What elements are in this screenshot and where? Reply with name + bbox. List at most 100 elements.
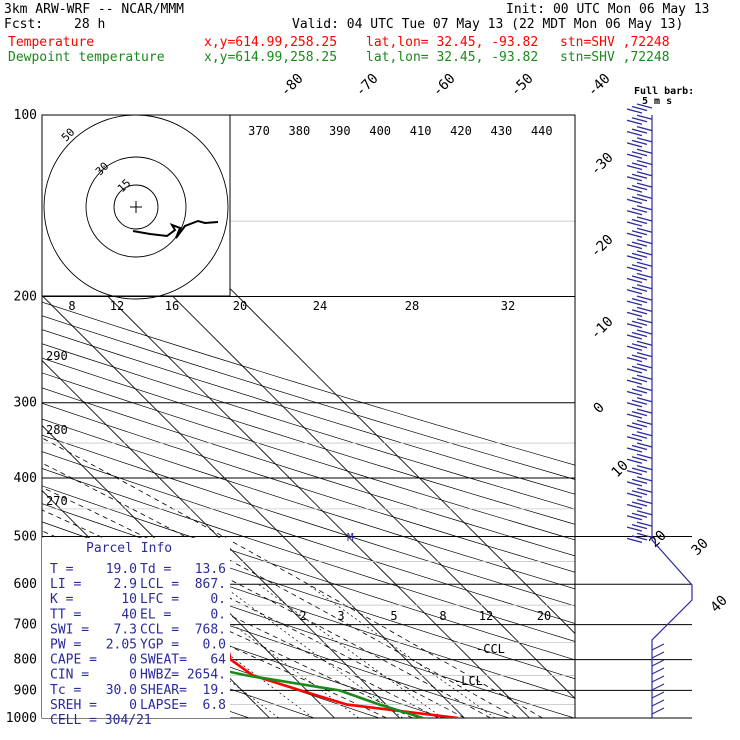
parcel-value: 0.0 bbox=[203, 638, 226, 653]
ccl-marker: -CCL bbox=[476, 642, 505, 656]
wind-barb bbox=[626, 345, 643, 351]
wind-barb bbox=[631, 196, 648, 202]
dewpoint-latlon: lat,lon= 32.45, -93.82 bbox=[366, 50, 539, 65]
barb-legend-label: Full barb: bbox=[634, 86, 694, 97]
wind-barb bbox=[626, 176, 643, 182]
wind-barb bbox=[636, 532, 653, 539]
wind-barb bbox=[626, 108, 643, 114]
wind-barb bbox=[636, 329, 653, 335]
wind-barb bbox=[631, 444, 648, 451]
isotherm-line bbox=[42, 229, 530, 718]
parcel-value: 19. bbox=[203, 683, 226, 698]
wind-barb bbox=[636, 510, 653, 516]
wind-barb bbox=[636, 487, 653, 493]
pressure-tick-label: 600 bbox=[14, 577, 37, 592]
pressure-tick-label: 700 bbox=[14, 618, 37, 633]
parcel-info-box bbox=[42, 538, 230, 718]
wind-barb bbox=[626, 266, 643, 272]
isotherm-label: -70 bbox=[353, 71, 382, 100]
pressure-tick-label: 200 bbox=[14, 290, 37, 305]
wind-barb bbox=[636, 272, 653, 279]
parcel-key: HWBZ= bbox=[140, 668, 179, 683]
theta-label: 380 bbox=[289, 124, 311, 138]
isotherm-line bbox=[42, 359, 400, 718]
wind-barb bbox=[636, 171, 653, 177]
parcel-key: K = bbox=[50, 592, 74, 607]
wind-barb bbox=[626, 277, 643, 284]
wind-barb bbox=[631, 105, 648, 112]
wind-barb bbox=[626, 187, 643, 193]
wind-barb bbox=[631, 501, 648, 507]
wind-barb bbox=[626, 515, 643, 521]
isotherm-label: 0 bbox=[591, 400, 608, 417]
dewpoint-xy: x,y=614.99,258.25 bbox=[204, 50, 338, 65]
theta-label: 370 bbox=[248, 124, 270, 138]
parcel-key: LI = bbox=[50, 577, 81, 592]
wind-barb bbox=[626, 413, 643, 419]
wind-barb bbox=[636, 476, 653, 482]
wind-barb bbox=[651, 675, 665, 683]
mixing-ratio-label: 12 bbox=[110, 299, 124, 313]
wind-barb bbox=[636, 227, 653, 233]
wind-barb bbox=[631, 490, 648, 496]
wind-barb bbox=[636, 114, 653, 120]
wind-barb bbox=[631, 252, 648, 259]
lcl-marker: -LCL bbox=[454, 674, 483, 688]
parcel-key: SHEAR= bbox=[140, 683, 187, 698]
wind-barb bbox=[636, 193, 653, 200]
wind-barb bbox=[636, 521, 653, 527]
wind-barb bbox=[631, 377, 648, 383]
wind-barb bbox=[631, 478, 648, 485]
wind-barb bbox=[651, 683, 665, 691]
theta-label: 390 bbox=[329, 124, 351, 138]
wind-barb bbox=[626, 243, 643, 250]
wind-barb bbox=[651, 651, 665, 659]
pressure-tick-label: 500 bbox=[14, 529, 37, 544]
wind-barb bbox=[626, 368, 643, 374]
wind-barb bbox=[631, 410, 648, 417]
wind-barb bbox=[626, 402, 643, 408]
wind-barb bbox=[631, 343, 648, 349]
wind-barb bbox=[631, 218, 648, 225]
theta-label: 290 bbox=[46, 349, 68, 363]
isotherm-label: -20 bbox=[588, 232, 617, 261]
wind-barb bbox=[631, 422, 648, 428]
wind-barb bbox=[626, 356, 643, 363]
wind-barb bbox=[636, 318, 653, 324]
wind-barb bbox=[626, 300, 643, 306]
isotherm-label: -80 bbox=[278, 71, 307, 100]
parcel-value: 6.8 bbox=[203, 698, 226, 713]
wind-barb bbox=[626, 289, 643, 295]
isotherm-label: -30 bbox=[588, 150, 617, 179]
wind-barb bbox=[636, 374, 653, 380]
parcel-value: 0 bbox=[129, 653, 137, 668]
isotherm-label: -10 bbox=[588, 314, 617, 343]
wind-barb bbox=[626, 142, 643, 148]
parcel-key: Tc = bbox=[50, 683, 81, 698]
pressure-tick-label: 400 bbox=[14, 471, 37, 486]
wind-barb bbox=[636, 103, 653, 109]
wind-barb-staff bbox=[651, 115, 693, 718]
mixing-ratio-label: 24 bbox=[313, 299, 327, 313]
wind-barb bbox=[631, 297, 648, 304]
wind-barb bbox=[626, 503, 643, 510]
wind-barb bbox=[631, 162, 648, 168]
wind-barb bbox=[631, 399, 648, 405]
wind-barb bbox=[631, 388, 648, 394]
wind-barb bbox=[631, 523, 648, 530]
theta-label: 430 bbox=[491, 124, 513, 138]
parcel-key: LFC = bbox=[140, 592, 179, 607]
mixing-ratio-label: 3 bbox=[337, 609, 344, 623]
wind-barb bbox=[631, 331, 648, 338]
pressure-tick-label: 900 bbox=[14, 683, 37, 698]
mixing-ratio-label: 28 bbox=[405, 299, 419, 313]
wind-barb bbox=[636, 159, 653, 166]
wind-barb bbox=[631, 512, 648, 518]
mixing-ratio-line bbox=[257, 583, 443, 718]
temperature-xy: x,y=614.99,258.25 bbox=[204, 35, 338, 50]
forecast-label: Fcst: bbox=[4, 17, 44, 32]
dry-adiabat-line bbox=[42, 301, 575, 466]
wind-barb bbox=[636, 340, 653, 346]
wind-barb bbox=[636, 125, 653, 132]
